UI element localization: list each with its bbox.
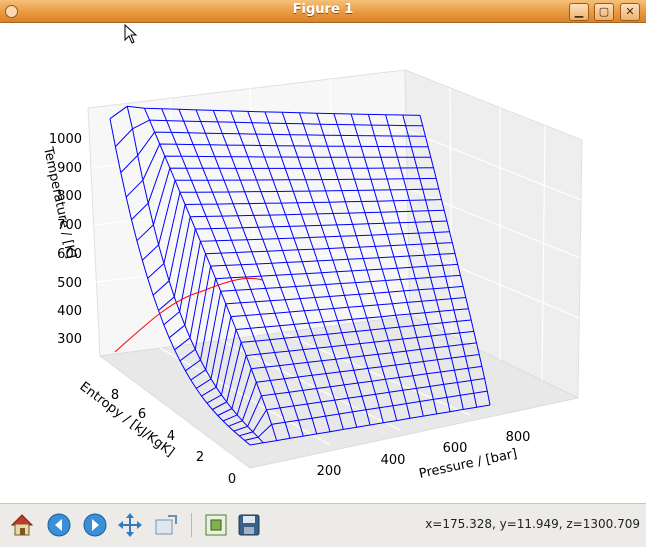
z-tick: 500 xyxy=(57,276,82,291)
mesh-line xyxy=(201,297,466,397)
mesh-line xyxy=(185,263,458,372)
forward-arrow-icon[interactable] xyxy=(82,512,108,538)
floor-pane xyxy=(98,315,580,469)
figure-canvas[interactable]: 1000 900 800 700 600 500 400 300 8 6 4 2… xyxy=(0,23,646,503)
subplots-icon[interactable] xyxy=(203,512,229,538)
mesh-line xyxy=(239,378,485,437)
mesh-line xyxy=(147,188,439,279)
mesh-line xyxy=(179,253,456,362)
mesh-line xyxy=(249,404,491,446)
y-tick: 6 xyxy=(138,407,146,422)
mesh-line xyxy=(120,131,426,173)
mesh-line xyxy=(115,119,423,147)
surface-wireframe xyxy=(109,105,491,446)
mesh-line xyxy=(136,167,434,242)
z-tick: 300 xyxy=(57,332,82,347)
pan-icon[interactable] xyxy=(117,512,143,538)
mesh-line xyxy=(206,308,469,404)
save-icon[interactable] xyxy=(236,512,262,538)
y-tick: 4 xyxy=(167,429,175,444)
home-icon[interactable] xyxy=(9,512,35,538)
z-tick: 900 xyxy=(57,161,82,176)
mesh-line xyxy=(141,177,437,261)
mesh-line xyxy=(125,143,429,198)
mesh-line xyxy=(195,285,464,389)
mesh-line xyxy=(190,274,461,381)
z-tick: 400 xyxy=(57,304,82,319)
mesh-line xyxy=(217,330,474,416)
window-title: Figure 1 xyxy=(292,2,354,17)
mesh-line xyxy=(163,220,447,326)
minimize-button[interactable]: ▁ xyxy=(569,3,589,21)
mesh-line xyxy=(174,242,453,351)
mesh-line xyxy=(212,319,472,410)
y-tick: 2 xyxy=(196,450,204,465)
maximize-button[interactable]: ▢ xyxy=(594,3,614,21)
z-tick: 700 xyxy=(57,218,82,233)
close-button[interactable]: ✕ xyxy=(620,3,640,21)
x-axis-label: Pressure / [bar] xyxy=(418,446,519,481)
mesh-line xyxy=(233,365,482,432)
z-tick: 600 xyxy=(57,247,82,262)
z-tick: 800 xyxy=(57,189,82,204)
zoom-icon[interactable] xyxy=(154,512,180,538)
saturation-dome-curve xyxy=(114,277,263,353)
mesh-line xyxy=(244,390,488,441)
mesh-line xyxy=(228,354,480,427)
mesh-line xyxy=(152,199,442,296)
mesh-line xyxy=(109,105,421,120)
y-tick: 0 xyxy=(228,472,236,487)
x-tick: 800 xyxy=(506,430,531,445)
mesh-line xyxy=(222,342,477,422)
mouse-cursor-icon xyxy=(124,23,138,48)
mesh-line xyxy=(168,231,450,339)
navigation-toolbar: x=175.328, y=11.949, z=1300.709 xyxy=(0,503,646,547)
z-tick: 1000 xyxy=(49,132,82,147)
x-tick: 600 xyxy=(443,441,468,456)
mesh-line xyxy=(158,209,445,311)
x-tick: 400 xyxy=(381,453,406,468)
toolbar-separator xyxy=(191,513,192,537)
back-arrow-icon[interactable] xyxy=(46,512,72,538)
mesh-line xyxy=(131,155,431,220)
cursor-coordinates: x=175.328, y=11.949, z=1300.709 xyxy=(425,517,640,531)
window-titlebar: Figure 1 ▁ ▢ ✕ xyxy=(0,0,646,23)
x-tick: 200 xyxy=(317,464,342,479)
window-menu-icon[interactable] xyxy=(5,5,18,18)
y-tick: 8 xyxy=(111,388,119,403)
